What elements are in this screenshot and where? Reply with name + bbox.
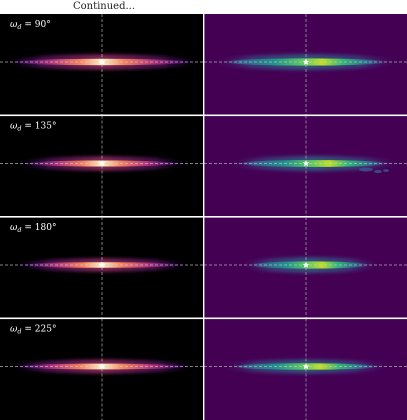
label-equals: = xyxy=(22,20,35,30)
label-omega: ω xyxy=(10,223,18,233)
label-angle-value: 225° xyxy=(35,325,57,335)
figure-caption: Continued... xyxy=(72,1,136,12)
star-marker-icon xyxy=(302,58,310,65)
right-panel-180 xyxy=(204,217,407,319)
panel-grid-svg: ωd = 90°ωd = 135°ωd = 180°ωd = 225° xyxy=(0,14,407,420)
label-subscript: d xyxy=(17,125,21,133)
column-separator xyxy=(203,14,205,420)
left-panel-225: ωd = 225° xyxy=(0,318,203,420)
panel-row-180: ωd = 180° xyxy=(0,217,407,319)
label-angle-value: 180° xyxy=(35,223,57,233)
panel-row-225: ωd = 225° xyxy=(0,318,407,420)
label-omega: ω xyxy=(10,20,18,30)
left-panel-180: ωd = 180° xyxy=(0,217,203,319)
label-omega: ω xyxy=(10,122,18,132)
panel-row-90: ωd = 90° xyxy=(0,14,407,116)
right-panel-90 xyxy=(204,14,407,116)
star-marker-icon xyxy=(302,261,310,268)
star-marker-icon xyxy=(302,160,310,167)
label-subscript: d xyxy=(17,226,21,234)
trail-blob xyxy=(383,169,389,172)
star-marker-icon xyxy=(98,261,106,268)
label-equals: = xyxy=(22,122,35,132)
star-marker-icon xyxy=(98,363,106,370)
disk-image-grid: ωd = 90° ωd = 135° ωd = 180° ωd = 225° xyxy=(0,14,407,420)
label-angle-value: 90° xyxy=(35,20,51,30)
label-angle-value: 135° xyxy=(35,122,57,132)
label-subscript: d xyxy=(17,23,21,31)
label-equals: = xyxy=(22,223,35,233)
panel-label-90: ωd = 90° xyxy=(10,20,51,31)
label-subscript: d xyxy=(17,328,21,336)
star-marker-icon xyxy=(98,58,106,65)
right-panel-135 xyxy=(204,115,407,217)
star-marker-icon xyxy=(302,363,310,370)
panel-label-180: ωd = 180° xyxy=(10,223,56,234)
right-panel-225 xyxy=(204,318,407,420)
label-omega: ω xyxy=(10,325,18,335)
trail-blob xyxy=(359,167,373,172)
trail-blob xyxy=(374,169,382,174)
left-panel-135: ωd = 135° xyxy=(0,115,203,217)
panel-label-135: ωd = 135° xyxy=(10,122,56,133)
star-marker-icon xyxy=(98,160,106,167)
label-equals: = xyxy=(22,325,35,335)
left-panel-90: ωd = 90° xyxy=(0,14,203,116)
panel-label-225: ωd = 225° xyxy=(10,325,56,336)
panel-row-135: ωd = 135° xyxy=(0,115,407,217)
